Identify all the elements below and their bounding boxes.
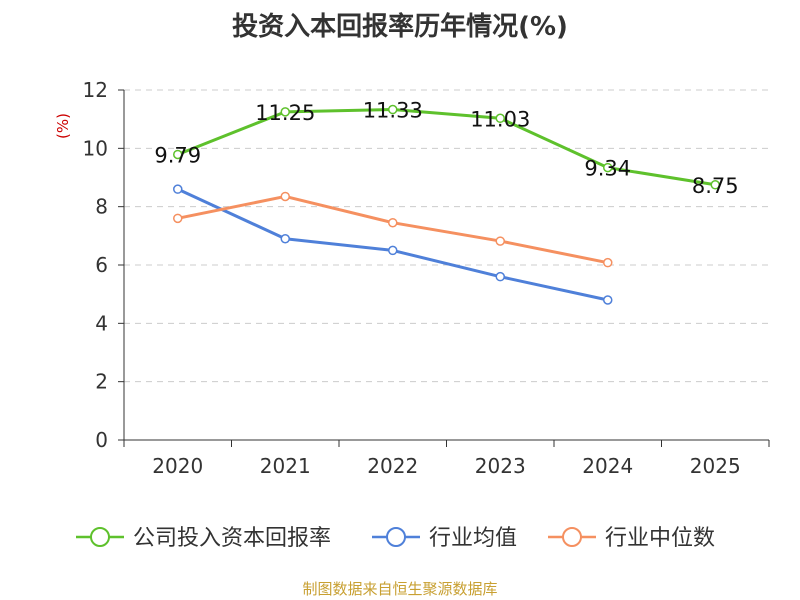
series-0-point-2020	[173, 149, 183, 160]
y-tick-label-8: 8	[95, 195, 108, 219]
legend-marker-0	[90, 527, 110, 547]
y-tick-label-6: 6	[95, 253, 108, 277]
chart-title: 投资入本回报率历年情况(%)	[232, 12, 568, 42]
series-2-point-2023	[495, 236, 505, 246]
series-2-point-2020	[173, 213, 183, 224]
series-1-point-2022	[388, 245, 398, 256]
series-line-0	[177, 108, 716, 187]
x-tick-label-2025: 2025	[690, 454, 741, 478]
y-tick-label-10: 10	[83, 136, 108, 160]
series-1-point-2024	[603, 295, 613, 305]
y-axis-unit: (%)	[54, 113, 72, 139]
legend-label-2: 行业中位数	[605, 526, 715, 551]
series-0-point-2021	[280, 107, 290, 117]
series-2-point-2022	[388, 217, 398, 228]
x-tick-label-2022: 2022	[367, 454, 418, 478]
y-tick-label-12: 12	[83, 78, 108, 102]
legend-label-0: 公司投入资本回报率	[133, 526, 331, 551]
data-label-2020: 9.79	[154, 143, 201, 167]
x-tick-label-2024: 2024	[582, 454, 633, 478]
series-0-point-2024	[603, 162, 613, 173]
series-1-point-2020	[173, 184, 183, 194]
x-tick-label-2020: 2020	[152, 454, 203, 478]
data-label-2024: 9.34	[584, 157, 631, 181]
y-tick-label-4: 4	[95, 311, 108, 335]
data-label-2021: 11.25	[255, 101, 315, 125]
series-0-point-2023	[495, 113, 505, 124]
data-label-2023: 11.03	[470, 107, 530, 131]
legend-marker-2	[562, 527, 582, 547]
legend-label-1: 行业均值	[429, 526, 517, 551]
series-0-point-2025	[710, 180, 720, 190]
series-1-point-2021	[280, 234, 290, 244]
series-1-point-2023	[495, 271, 505, 282]
series-2-point-2021	[280, 191, 290, 202]
x-tick-label-2021: 2021	[260, 454, 311, 478]
legend-marker-1	[386, 527, 406, 547]
x-tick-label-2023: 2023	[475, 454, 526, 478]
source-note: 制图数据来自恒生聚源数据库	[302, 580, 498, 598]
series-2-point-2024	[603, 257, 613, 268]
y-tick-label-0: 0	[95, 428, 108, 452]
data-label-2025: 8.75	[692, 174, 739, 198]
series-0-point-2022	[388, 104, 398, 115]
data-label-2022: 11.33	[363, 99, 423, 123]
y-tick-label-2: 2	[95, 370, 108, 394]
